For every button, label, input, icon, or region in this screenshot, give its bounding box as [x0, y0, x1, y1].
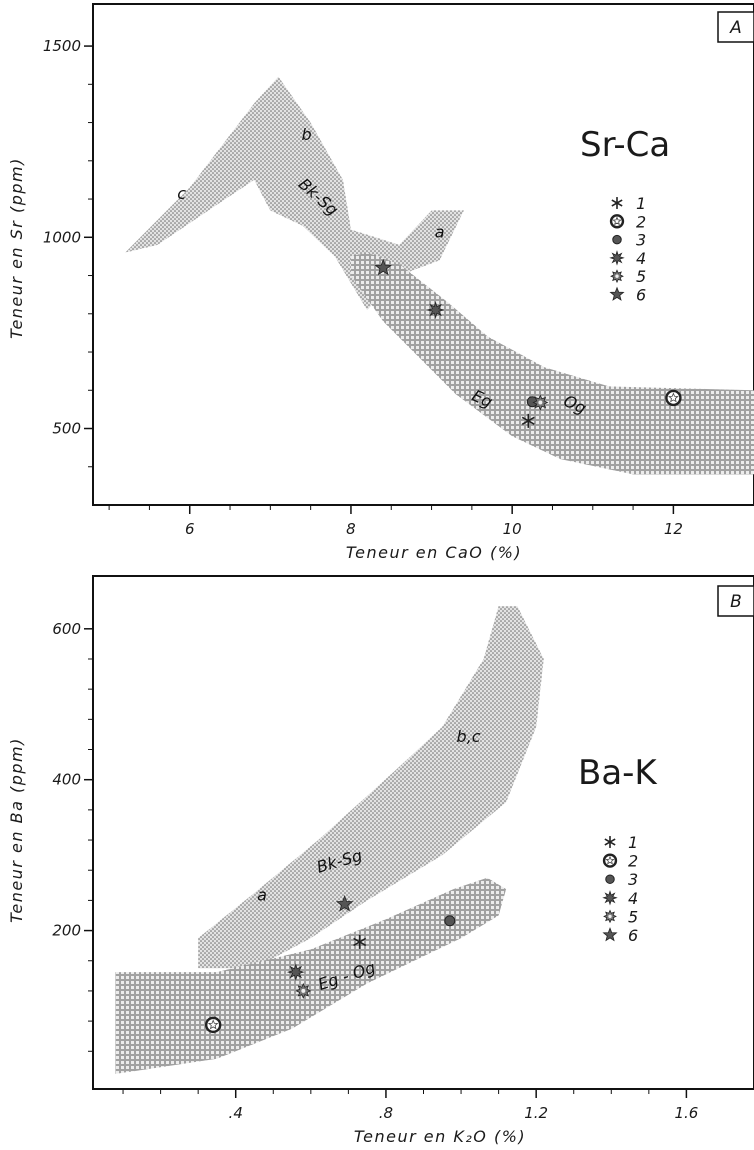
x-tick-label-b: .4	[229, 1104, 243, 1122]
legend-label-a: 4	[636, 249, 646, 268]
legend-symbol-b-0	[604, 836, 616, 848]
field-bk-sg-b	[198, 606, 544, 969]
legend-label-a: 1	[636, 194, 646, 213]
legend-label-a: 5	[636, 267, 646, 286]
legend-symbol-a-3	[609, 250, 625, 266]
legend-label-b: 4	[628, 889, 638, 908]
legend-symbol-b-4	[603, 909, 617, 924]
y-axis-title-a: Teneur en Sr (ppm)	[7, 157, 26, 339]
legend-label-b: 5	[628, 907, 638, 926]
y-tick-label-b: 200	[52, 922, 81, 940]
plot-frame-a	[92, 3, 754, 506]
field-label-a: c	[177, 184, 186, 203]
chart-title-b: Ba-K	[578, 753, 658, 793]
legend-symbol-b-3	[602, 890, 618, 906]
axis-ticks-a: 6 8 10 12 500 1000 1500	[43, 37, 683, 538]
legend-label-a: 6	[636, 286, 646, 305]
x-tick-label-a: 6	[185, 520, 195, 538]
legend-symbol-a-4	[610, 269, 624, 284]
x-tick-label-b: 1.2	[524, 1104, 548, 1122]
legend-label-b: 6	[628, 926, 638, 945]
field-eg-og-a	[351, 252, 754, 475]
legend-symbol-a-0	[611, 197, 623, 209]
legend-label-b: 3	[628, 870, 638, 889]
y-tick-label-a: 1500	[43, 37, 81, 55]
legend-symbol-b-5	[602, 927, 618, 942]
chart-title-a: Sr-Ca	[580, 125, 670, 165]
data-points-b	[204, 895, 456, 1034]
data-point-b-3	[286, 963, 305, 981]
x-tick-label-b: .8	[379, 1104, 393, 1122]
field-group-a	[125, 76, 754, 475]
panel-letter-box-b	[717, 585, 754, 617]
y-tick-label-a: 1000	[43, 228, 81, 246]
x-tick-label-b: 1.6	[674, 1104, 698, 1122]
legend-symbol-b-1	[602, 853, 618, 868]
data-points-a	[374, 258, 682, 428]
field-bk-sg-a	[125, 76, 464, 310]
y-tick-label-a: 500	[52, 420, 81, 438]
y-tick-label-b: 600	[52, 620, 81, 638]
panel-letter-a: A	[729, 18, 742, 38]
field-label-a: a	[435, 222, 445, 241]
legend-symbol-a-1	[609, 214, 625, 229]
panel-letter-b: B	[730, 592, 742, 612]
data-point-b-4	[295, 982, 312, 999]
field-group-b	[115, 606, 544, 1074]
data-point-b-1	[204, 1016, 222, 1034]
x-axis-title-b: Teneur en K₂O (%)	[354, 1127, 526, 1146]
axis-ticks-b: .4 .8 1.2 1.6 200 400 600	[52, 620, 698, 1122]
x-tick-label-a: 10	[503, 520, 522, 538]
field-label-b: a	[257, 885, 267, 904]
y-axis-title-b: Teneur en Ba (ppm)	[7, 737, 26, 923]
data-point-a-4	[532, 394, 549, 411]
data-point-b-0	[353, 934, 367, 949]
legend-symbol-a-2	[612, 234, 622, 245]
x-axis-title-a: Teneur en CaO (%)	[346, 543, 522, 562]
y-tick-label-b: 400	[52, 771, 81, 789]
field-label-a: b	[302, 125, 312, 144]
x-tick-label-a: 8	[346, 520, 356, 538]
legend-symbol-b-2	[605, 874, 615, 884]
data-point-b-5	[335, 895, 354, 912]
data-point-a-1	[665, 389, 682, 407]
data-point-b-2	[444, 915, 456, 927]
legend-label-b: 2	[628, 852, 638, 871]
legend-label-a: 2	[636, 212, 646, 231]
data-point-a-3	[426, 301, 445, 319]
legend-label-a: 3	[636, 231, 646, 250]
legend-label-b: 1	[628, 833, 638, 852]
data-point-a-5	[374, 258, 392, 276]
x-tick-label-a: 12	[664, 520, 683, 538]
field-label-b: b,c	[457, 727, 481, 746]
panel-letter-box-a	[717, 11, 754, 43]
legend-symbol-a-5	[609, 286, 625, 301]
data-point-a-0	[521, 413, 535, 428]
